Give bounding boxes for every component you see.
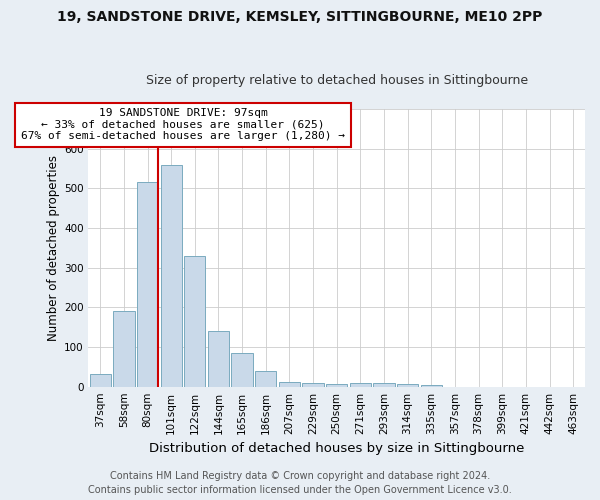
Bar: [326, 384, 347, 386]
X-axis label: Distribution of detached houses by size in Sittingbourne: Distribution of detached houses by size …: [149, 442, 524, 455]
Text: 19 SANDSTONE DRIVE: 97sqm
← 33% of detached houses are smaller (625)
67% of semi: 19 SANDSTONE DRIVE: 97sqm ← 33% of detac…: [21, 108, 345, 142]
Text: Contains HM Land Registry data © Crown copyright and database right 2024.
Contai: Contains HM Land Registry data © Crown c…: [88, 471, 512, 495]
Bar: [373, 382, 395, 386]
Bar: [184, 256, 205, 386]
Bar: [350, 382, 371, 386]
Bar: [421, 384, 442, 386]
Bar: [161, 164, 182, 386]
Bar: [208, 331, 229, 386]
Bar: [89, 374, 111, 386]
Y-axis label: Number of detached properties: Number of detached properties: [47, 155, 60, 341]
Bar: [137, 182, 158, 386]
Title: Size of property relative to detached houses in Sittingbourne: Size of property relative to detached ho…: [146, 74, 528, 87]
Bar: [113, 312, 134, 386]
Bar: [397, 384, 418, 386]
Bar: [232, 353, 253, 386]
Bar: [302, 382, 324, 386]
Bar: [279, 382, 300, 386]
Bar: [255, 371, 277, 386]
Text: 19, SANDSTONE DRIVE, KEMSLEY, SITTINGBOURNE, ME10 2PP: 19, SANDSTONE DRIVE, KEMSLEY, SITTINGBOU…: [58, 10, 542, 24]
